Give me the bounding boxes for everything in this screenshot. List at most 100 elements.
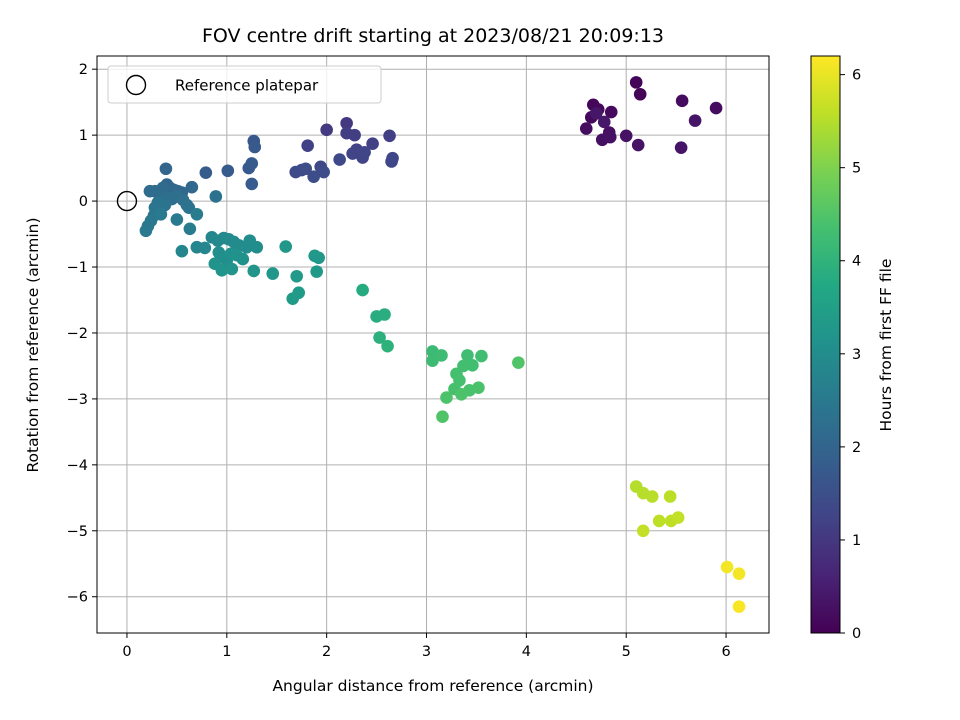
x-axis-label: Angular distance from reference (arcmin) bbox=[272, 677, 593, 695]
grid bbox=[97, 56, 769, 633]
data-point bbox=[154, 207, 168, 221]
y-tick-label: −4 bbox=[67, 458, 88, 474]
y-tick-label: −6 bbox=[67, 590, 88, 606]
colorbar-tick-label: 6 bbox=[852, 68, 861, 84]
y-axis-ticks: −6 −5 −4 −3 −2 −1 0 1 2 bbox=[67, 62, 97, 606]
data-point bbox=[310, 265, 323, 278]
data-point bbox=[652, 514, 666, 528]
data-point bbox=[461, 349, 474, 362]
data-point bbox=[175, 244, 189, 258]
data-point bbox=[645, 490, 659, 503]
data-point bbox=[579, 122, 593, 135]
data-point bbox=[475, 349, 488, 363]
colorbar-tick-label: 5 bbox=[852, 161, 861, 177]
x-axis-ticks: 0 1 2 3 4 5 6 bbox=[122, 633, 731, 660]
data-point bbox=[221, 164, 235, 178]
data-point bbox=[248, 140, 262, 154]
colorbar-tick-label: 3 bbox=[852, 347, 861, 363]
data-point bbox=[286, 292, 300, 305]
data-point bbox=[320, 123, 333, 137]
data-point bbox=[671, 511, 685, 524]
data-point bbox=[629, 76, 643, 89]
scatter-points bbox=[116, 76, 746, 613]
data-point bbox=[159, 162, 173, 176]
y-tick-label: −5 bbox=[67, 524, 88, 540]
colorbar-tick-label: 2 bbox=[852, 440, 861, 456]
data-point bbox=[436, 410, 449, 424]
data-point bbox=[385, 155, 398, 168]
y-tick-label: −2 bbox=[67, 326, 88, 342]
data-point bbox=[198, 241, 212, 255]
y-axis-label: Rotation from reference (arcmin) bbox=[24, 217, 42, 472]
data-point bbox=[266, 267, 280, 280]
data-point bbox=[333, 153, 346, 166]
data-point bbox=[636, 524, 650, 538]
data-point bbox=[307, 170, 320, 183]
y-tick-label: −3 bbox=[67, 392, 88, 408]
data-point bbox=[366, 137, 379, 151]
data-point bbox=[732, 567, 746, 580]
data-point bbox=[348, 128, 361, 142]
data-point bbox=[378, 308, 391, 321]
x-tick-label: 6 bbox=[721, 644, 730, 660]
x-tick-label: 2 bbox=[322, 644, 331, 660]
legend-box bbox=[107, 65, 382, 104]
data-point bbox=[675, 94, 689, 108]
colorbar-label: Hours from first FF file bbox=[877, 259, 895, 432]
x-tick-label: 4 bbox=[522, 644, 531, 660]
data-point bbox=[732, 600, 746, 613]
legend-marker bbox=[125, 74, 147, 96]
legend-label: Reference platepar bbox=[175, 77, 319, 95]
y-tick-label: 2 bbox=[79, 62, 88, 78]
data-point bbox=[299, 162, 312, 176]
data-point bbox=[720, 560, 734, 574]
data-point bbox=[709, 101, 723, 115]
data-point bbox=[358, 145, 371, 159]
data-point bbox=[312, 251, 325, 265]
data-point bbox=[139, 224, 153, 238]
data-point bbox=[209, 190, 223, 203]
data-point bbox=[185, 180, 199, 194]
data-point bbox=[247, 264, 261, 278]
colorbar-tick-label: 1 bbox=[852, 533, 861, 549]
data-point bbox=[466, 358, 479, 372]
data-point bbox=[317, 165, 330, 179]
data-point bbox=[631, 138, 645, 152]
data-point bbox=[225, 262, 239, 276]
y-tick-label: −1 bbox=[67, 260, 88, 276]
data-point bbox=[373, 331, 386, 344]
data-point bbox=[290, 269, 304, 283]
colorbar-tick-label: 0 bbox=[852, 626, 861, 642]
colorbar bbox=[810, 55, 841, 634]
reference-platepar-marker bbox=[116, 190, 138, 212]
data-point bbox=[688, 114, 702, 127]
data-point bbox=[190, 207, 204, 221]
data-point bbox=[183, 222, 197, 236]
data-point bbox=[289, 165, 303, 179]
data-point bbox=[589, 107, 603, 120]
data-point bbox=[143, 184, 157, 198]
legend: Reference platepar bbox=[107, 65, 382, 104]
data-point bbox=[279, 240, 293, 253]
data-point bbox=[619, 129, 633, 143]
x-tick-label: 0 bbox=[122, 644, 131, 660]
data-point bbox=[356, 283, 369, 297]
data-point bbox=[199, 166, 213, 180]
data-point bbox=[440, 391, 453, 404]
data-point bbox=[346, 147, 359, 160]
colorbar-tick-label: 4 bbox=[852, 254, 861, 270]
data-point bbox=[604, 105, 618, 119]
data-point bbox=[512, 356, 525, 369]
data-point bbox=[170, 213, 184, 226]
data-point bbox=[603, 130, 617, 144]
data-point bbox=[340, 116, 353, 130]
data-point bbox=[215, 264, 229, 277]
chart-title: FOV centre drift starting at 2023/08/21 … bbox=[202, 25, 664, 47]
x-tick-label: 1 bbox=[222, 644, 231, 660]
data-point bbox=[245, 157, 259, 170]
colorbar-ticks: 0 1 2 3 4 5 6 bbox=[840, 68, 861, 642]
y-tick-label: 0 bbox=[79, 194, 88, 210]
data-point bbox=[674, 141, 688, 154]
data-point bbox=[597, 115, 611, 129]
